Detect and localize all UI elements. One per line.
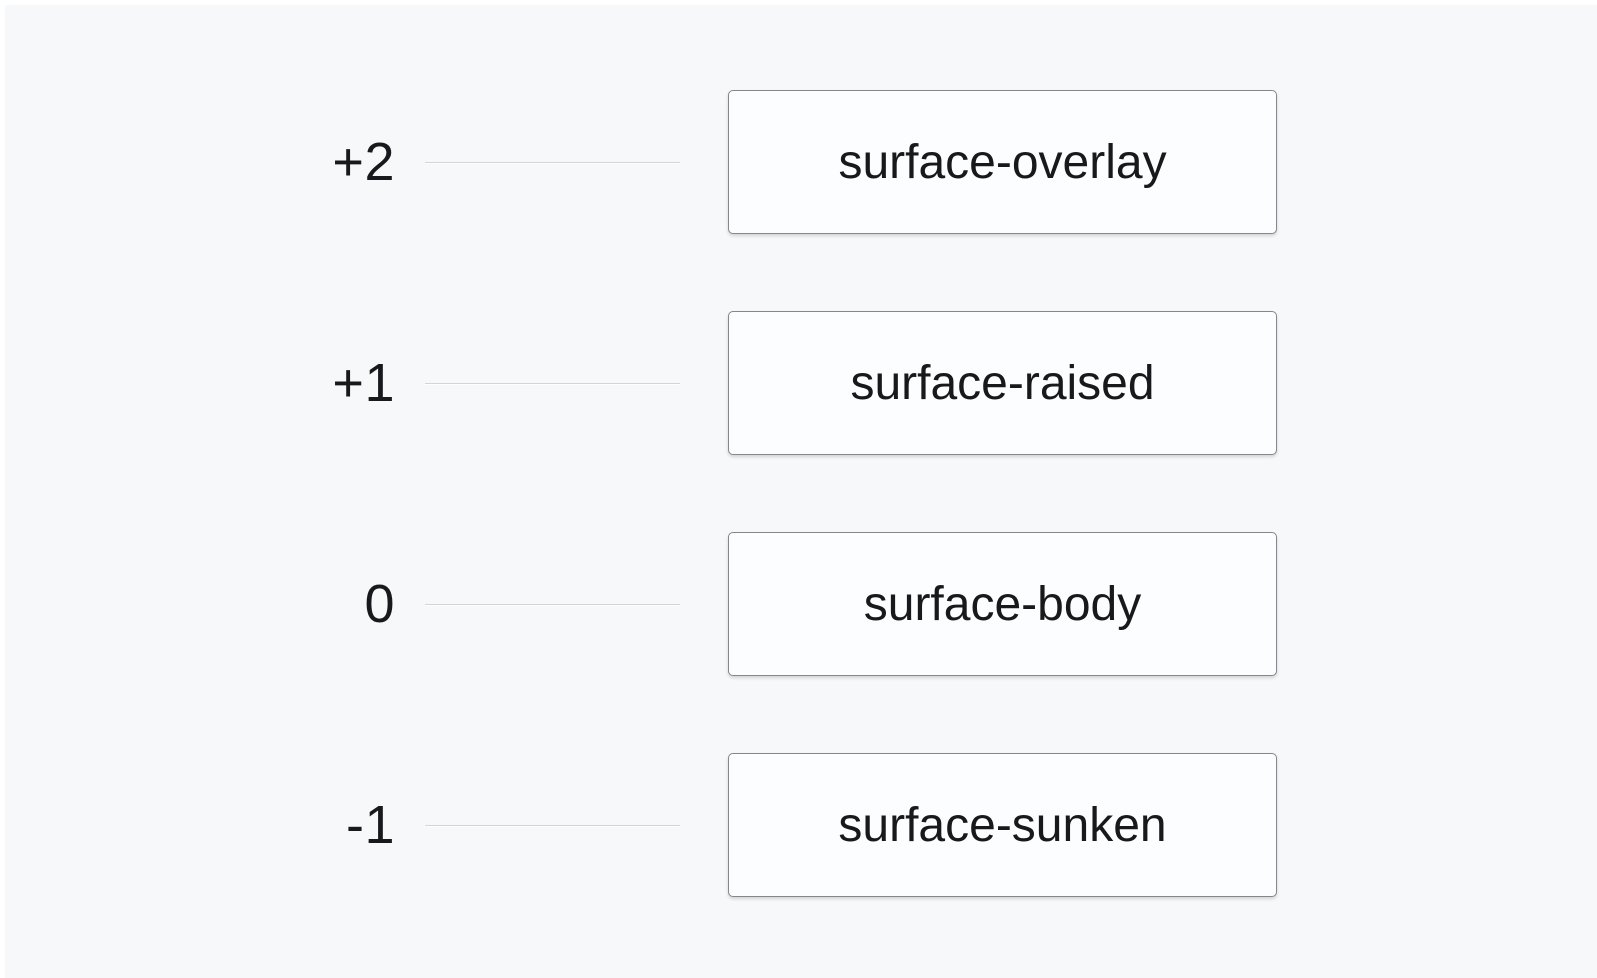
level-label: +2 [332, 132, 395, 192]
elevation-row: 0 surface-body [5, 532, 1597, 676]
elevation-row: +1 surface-raised [5, 311, 1597, 455]
connector-line [425, 824, 680, 826]
surface-box: surface-sunken [728, 753, 1277, 897]
level-label: +1 [332, 353, 395, 413]
elevation-row: -1 surface-sunken [5, 753, 1597, 897]
connector-line [425, 382, 680, 384]
surface-box: surface-body [728, 532, 1277, 676]
level-label: 0 [364, 574, 395, 634]
surface-box: surface-raised [728, 311, 1277, 455]
surface-name: surface-raised [850, 356, 1155, 410]
surface-box: surface-overlay [728, 90, 1277, 234]
page-background: +2 surface-overlay +1 surface-raised 0 s… [5, 5, 1597, 978]
elevation-diagram: +2 surface-overlay +1 surface-raised 0 s… [5, 5, 1597, 897]
connector-line [425, 603, 680, 605]
connector-line [425, 161, 680, 163]
surface-name: surface-overlay [838, 135, 1167, 189]
level-label: -1 [345, 795, 395, 855]
surface-name: surface-sunken [838, 798, 1167, 852]
elevation-row: +2 surface-overlay [5, 90, 1597, 234]
surface-name: surface-body [863, 577, 1142, 631]
